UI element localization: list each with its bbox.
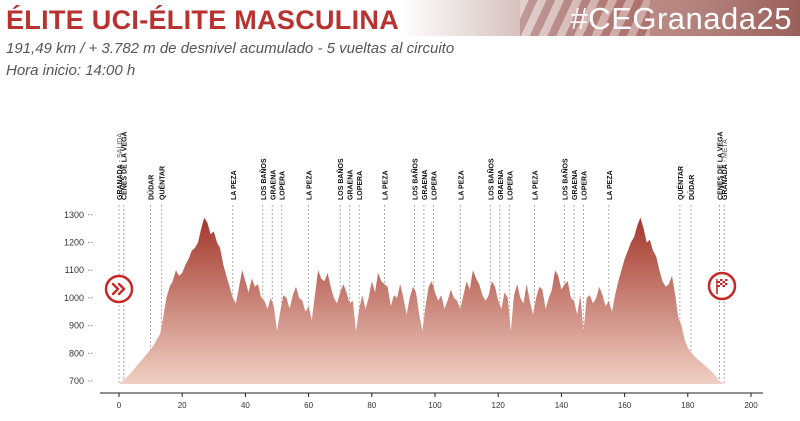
y-tick-label: 1300 — [64, 210, 84, 220]
y-tick-label: 1000 — [64, 293, 84, 303]
x-tick-label: 20 — [178, 401, 187, 410]
waypoint-label: LOS BAÑOS — [486, 158, 495, 200]
race-summary: 191,49 km / + 3.782 m de desnivel acumul… — [6, 40, 455, 57]
x-tick-label: 0 — [117, 401, 122, 410]
y-tick-label: 900 — [69, 321, 84, 331]
waypoint-label: GRANADA - META — [722, 139, 729, 200]
page-title: ÉLITE UCI-ÉLITE MASCULINA — [6, 5, 399, 35]
waypoint-label: GRAENA — [348, 170, 355, 200]
waypoint-sublabel: - META — [722, 139, 729, 164]
y-axis: 700 800 900 1000 1100 1200 1300 — [64, 210, 94, 386]
waypoint-label: GRAENA — [422, 170, 429, 200]
x-tick-label: 100 — [428, 401, 442, 410]
header-background-photo — [400, 0, 800, 36]
waypoint-label: LA PEZA — [382, 170, 389, 200]
waypoint-label: DÚDAR — [147, 175, 156, 200]
x-axis: 0 20 40 60 80 100 120 140 160 180 200 — [100, 392, 763, 410]
waypoint-label: QUÉNTAR — [158, 166, 167, 200]
waypoint-label: QUÉNTAR — [676, 166, 685, 200]
waypoint-label: GRANADA - SALIDA — [117, 133, 124, 200]
waypoint-label: CENES DE LA VEGA — [717, 131, 724, 200]
waypoint-label: GRAENA — [498, 170, 505, 200]
y-tick-label: 700 — [69, 376, 84, 386]
x-tick-label: 160 — [618, 401, 632, 410]
checkered-flag-icon — [716, 279, 728, 294]
x-tick-label: 80 — [367, 401, 376, 410]
waypoint-label: LOPERA — [431, 171, 438, 200]
header-banner: ÉLITE UCI-ÉLITE MASCULINA #CEGranada25 — [0, 0, 800, 36]
x-tick-label: 200 — [744, 401, 758, 410]
waypoint-label: LOPERA — [507, 171, 514, 200]
waypoint-label: LOPERA — [582, 171, 589, 200]
waypoint-label: CENES DE LA VEGA — [122, 131, 129, 200]
waypoint-label: LA PEZA — [307, 170, 314, 200]
x-tick-label: 140 — [555, 401, 569, 410]
waypoint-label: LA PEZA — [231, 170, 238, 200]
finish-marker — [707, 271, 737, 301]
y-tick-label: 800 — [69, 348, 84, 358]
waypoint-label: GRAENA — [270, 170, 277, 200]
start-marker — [104, 274, 134, 304]
waypoint-sublabel: - SALIDA — [117, 133, 124, 164]
waypoint-label: GRAENA — [572, 170, 579, 200]
double-chevron-right-icon — [111, 282, 126, 296]
x-tick-label: 40 — [241, 401, 250, 410]
header-decoration — [520, 0, 650, 36]
x-tick-label: 120 — [492, 401, 506, 410]
event-hashtag: #CEGranada25 — [570, 1, 792, 36]
waypoint-label: LA PEZA — [458, 170, 465, 200]
start-time: Hora inicio: 14:00 h — [6, 62, 136, 79]
elevation-area — [119, 217, 725, 384]
waypoint-label: LOS BAÑOS — [561, 158, 570, 200]
waypoint-label: LOPERA — [357, 171, 364, 200]
waypoint-label: LOS BAÑOS — [259, 158, 268, 200]
waypoint-label: LOS BAÑOS — [336, 158, 345, 200]
x-tick-label: 60 — [304, 401, 313, 410]
y-tick-label: 1200 — [64, 238, 84, 248]
waypoint-label: DÚDAR — [687, 175, 696, 200]
waypoint-label: LOPERA — [280, 171, 287, 200]
x-tick-label: 180 — [681, 401, 695, 410]
waypoint-label: LA PEZA — [533, 170, 540, 200]
y-tick-label: 1100 — [65, 265, 84, 275]
waypoint-label: LA PEZA — [607, 170, 614, 200]
waypoint-label: LOS BAÑOS — [410, 158, 419, 200]
